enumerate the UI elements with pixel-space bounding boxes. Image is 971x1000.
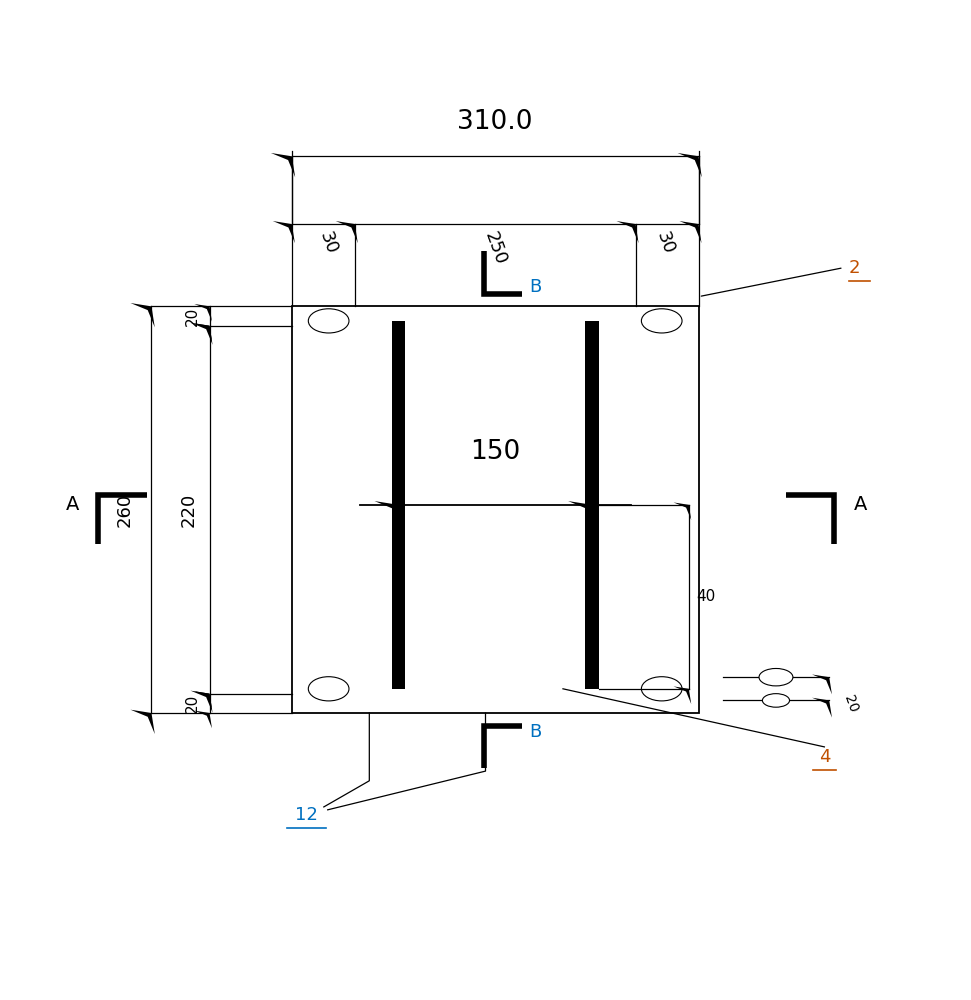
Polygon shape bbox=[130, 303, 154, 327]
Bar bbox=[586, 321, 599, 689]
Text: 2: 2 bbox=[849, 259, 860, 277]
Polygon shape bbox=[674, 502, 691, 520]
Polygon shape bbox=[678, 153, 702, 177]
Text: 250: 250 bbox=[481, 229, 510, 267]
Text: 20: 20 bbox=[184, 306, 200, 326]
Polygon shape bbox=[194, 323, 212, 341]
Polygon shape bbox=[674, 686, 691, 704]
Ellipse shape bbox=[762, 694, 789, 707]
Text: 260: 260 bbox=[117, 493, 134, 527]
Polygon shape bbox=[190, 323, 213, 345]
Ellipse shape bbox=[309, 309, 349, 333]
Text: 20: 20 bbox=[184, 694, 200, 713]
Polygon shape bbox=[194, 711, 212, 728]
Polygon shape bbox=[130, 710, 154, 734]
Text: 220: 220 bbox=[180, 493, 198, 527]
Text: 30: 30 bbox=[316, 229, 341, 256]
Polygon shape bbox=[194, 304, 212, 322]
Bar bbox=[292, 306, 698, 713]
Text: A: A bbox=[65, 495, 79, 514]
Ellipse shape bbox=[642, 677, 682, 701]
Text: 150: 150 bbox=[470, 439, 520, 465]
Polygon shape bbox=[190, 691, 213, 713]
Polygon shape bbox=[680, 221, 701, 243]
Text: 4: 4 bbox=[819, 748, 830, 766]
Text: 12: 12 bbox=[295, 806, 318, 824]
Polygon shape bbox=[568, 501, 596, 529]
Polygon shape bbox=[271, 153, 295, 177]
Ellipse shape bbox=[759, 668, 793, 686]
Text: 30: 30 bbox=[653, 229, 678, 256]
Polygon shape bbox=[194, 691, 212, 709]
Text: B: B bbox=[529, 278, 541, 296]
Text: 40: 40 bbox=[696, 589, 716, 604]
Polygon shape bbox=[617, 221, 639, 243]
Ellipse shape bbox=[309, 677, 349, 701]
Text: A: A bbox=[854, 495, 867, 514]
Bar bbox=[391, 321, 405, 689]
Ellipse shape bbox=[642, 309, 682, 333]
Text: B: B bbox=[529, 723, 541, 741]
Polygon shape bbox=[812, 698, 832, 718]
Text: 20: 20 bbox=[841, 694, 860, 715]
Text: 310.0: 310.0 bbox=[457, 109, 533, 135]
Polygon shape bbox=[812, 674, 832, 694]
Polygon shape bbox=[273, 221, 295, 243]
Polygon shape bbox=[336, 221, 358, 243]
Polygon shape bbox=[375, 501, 402, 529]
